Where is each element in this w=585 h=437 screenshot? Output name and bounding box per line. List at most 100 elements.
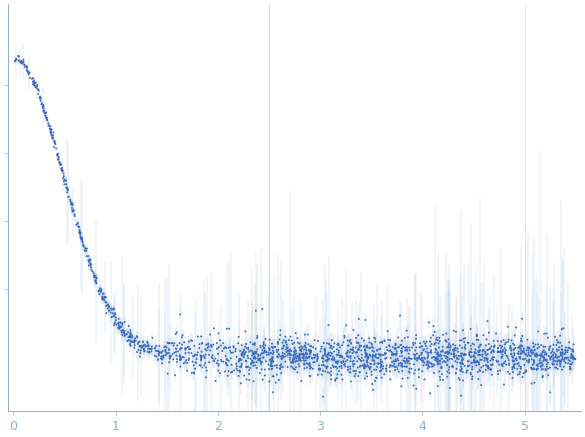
Point [374, 346, 384, 353]
Point [559, 325, 568, 332]
Point [234, 333, 243, 340]
Point [274, 347, 283, 354]
Point [214, 344, 223, 351]
Point [414, 355, 424, 362]
Point [326, 376, 336, 383]
Point [327, 337, 336, 344]
Point [283, 352, 292, 359]
Point [139, 345, 149, 352]
Point [168, 350, 177, 357]
Point [258, 376, 267, 383]
Point [516, 345, 525, 352]
Point [318, 393, 328, 400]
Point [318, 352, 328, 359]
Point [479, 368, 488, 375]
Point [192, 351, 202, 358]
Point [293, 353, 302, 360]
Point [279, 337, 288, 344]
Point [113, 320, 123, 327]
Point [548, 361, 558, 368]
Point [273, 354, 283, 361]
Point [450, 353, 459, 360]
Point [474, 347, 484, 354]
Point [346, 378, 356, 385]
Point [438, 343, 448, 350]
Point [291, 354, 300, 361]
Point [111, 310, 120, 317]
Point [139, 338, 148, 345]
Point [351, 371, 360, 378]
Point [91, 274, 100, 281]
Point [338, 353, 347, 360]
Point [269, 349, 278, 356]
Point [556, 339, 565, 346]
Point [176, 345, 185, 352]
Point [147, 334, 157, 341]
Point [549, 354, 559, 361]
Point [262, 351, 271, 358]
Point [32, 81, 42, 88]
Point [290, 344, 300, 351]
Point [445, 364, 454, 371]
Point [75, 229, 84, 236]
Point [478, 351, 487, 358]
Point [427, 363, 436, 370]
Point [150, 343, 160, 350]
Point [443, 356, 452, 363]
Point [457, 354, 467, 361]
Point [329, 364, 338, 371]
Point [241, 349, 250, 356]
Point [380, 337, 389, 344]
Point [197, 340, 207, 347]
Point [209, 325, 219, 332]
Point [544, 347, 553, 354]
Point [503, 353, 512, 360]
Point [23, 68, 32, 75]
Point [560, 347, 570, 354]
Point [472, 331, 481, 338]
Point [43, 117, 52, 124]
Point [496, 348, 505, 355]
Point [216, 356, 226, 363]
Point [104, 307, 113, 314]
Point [368, 347, 377, 354]
Point [287, 337, 297, 344]
Point [154, 348, 164, 355]
Point [438, 355, 447, 362]
Point [137, 342, 146, 349]
Point [159, 352, 168, 359]
Point [282, 348, 291, 355]
Point [508, 366, 517, 373]
Point [122, 330, 131, 337]
Point [313, 353, 322, 360]
Point [324, 322, 333, 329]
Point [164, 340, 173, 347]
Point [198, 364, 207, 371]
Point [558, 351, 567, 358]
Point [264, 344, 274, 351]
Point [469, 359, 478, 366]
Point [284, 336, 294, 343]
Point [132, 333, 142, 340]
Point [533, 352, 542, 359]
Point [380, 355, 390, 362]
Point [510, 346, 519, 353]
Point [542, 351, 551, 358]
Point [170, 340, 179, 347]
Point [315, 365, 324, 372]
Point [273, 353, 282, 360]
Point [245, 371, 254, 378]
Point [531, 352, 540, 359]
Point [193, 333, 202, 340]
Point [138, 338, 147, 345]
Point [532, 366, 541, 373]
Point [552, 346, 562, 353]
Point [257, 366, 266, 373]
Point [214, 362, 223, 369]
Point [268, 363, 277, 370]
Point [278, 350, 287, 357]
Point [561, 359, 570, 366]
Point [476, 347, 485, 354]
Point [457, 357, 467, 364]
Point [475, 351, 484, 358]
